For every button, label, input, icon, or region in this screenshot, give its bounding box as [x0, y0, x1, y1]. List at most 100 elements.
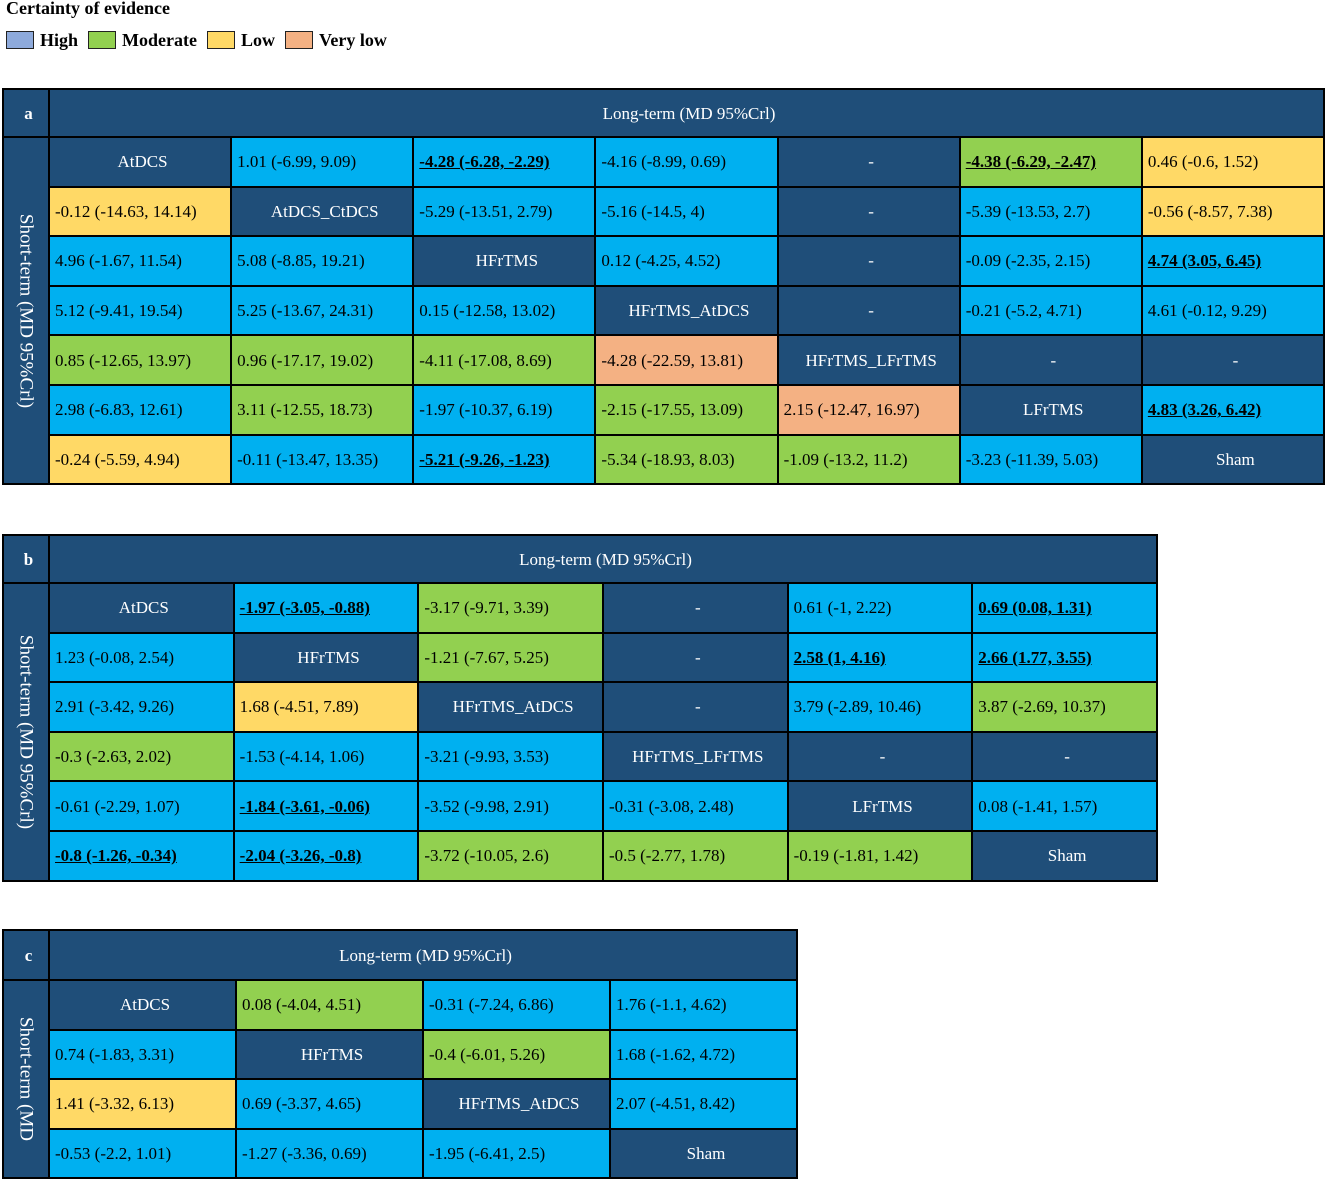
intervention-label: HFrTMS_AtDCS	[417, 681, 604, 733]
panel-a-side-label-cell: Short-term (MD 95%Crl)	[2, 135, 50, 486]
matrix-cell: -4.28 (-6.28, -2.29)	[412, 136, 597, 188]
empty-comparison-cell: -	[776, 185, 961, 238]
intervention-label: LFrTMS	[958, 383, 1143, 436]
matrix-cell: -3.17 (-9.71, 3.39)	[417, 582, 604, 634]
panel-b-row: 1.23 (-0.08, 2.54) HFrTMS -1.21 (-7.67, 5.…	[3, 631, 1158, 684]
panel-a-row: 2.98 (-6.83, 12.61) 3.11 (-12.55, 18.73) -…	[3, 383, 1325, 436]
intervention-label: HFrTMS	[232, 631, 420, 684]
matrix-cell: -1.21 (-7.67, 5.25)	[417, 631, 604, 684]
matrix-cell: 0.61 (-1, 2.22)	[786, 582, 974, 634]
empty-comparison-cell: -	[601, 631, 789, 684]
matrix-cell: 5.08 (-8.85, 19.21)	[230, 235, 415, 287]
intervention-label: Sham	[609, 1127, 798, 1180]
matrix-cell: -0.5 (-2.77, 1.78)	[601, 829, 789, 882]
matrix-cell: 1.41 (-3.32, 6.13)	[48, 1078, 237, 1130]
panel-c-header: Long-term (MD 95%Crl)	[48, 929, 798, 981]
matrix-cell: -1.09 (-13.2, 11.2)	[776, 433, 961, 486]
matrix-cell: 2.98 (-6.83, 12.61)	[47, 383, 233, 436]
panel-b-side-label: Short-term (MD 95%Crl)	[15, 634, 37, 829]
matrix-cell: 2.07 (-4.51, 8.42)	[609, 1078, 798, 1130]
legend-swatch-high	[6, 31, 34, 49]
panel-b-side-label-cell: Short-term (MD 95%Crl)	[2, 582, 50, 882]
empty-comparison-cell: -	[601, 582, 789, 634]
intervention-label: Sham	[1140, 433, 1325, 486]
matrix-cell: 0.96 (-17.17, 19.02)	[230, 334, 415, 386]
intervention-label: HFrTMS	[412, 235, 597, 287]
intervention-label: AtDCS	[48, 979, 237, 1031]
legend: High Moderate Low Very low	[6, 29, 397, 51]
matrix-cell: -4.38 (-6.29, -2.47)	[958, 136, 1143, 188]
panel-a-row: 4.96 (-1.67, 11.54) 5.08 (-8.85, 19.21) HF…	[3, 235, 1325, 287]
matrix-cell: -3.21 (-9.93, 3.53)	[417, 730, 604, 783]
matrix-cell: 4.61 (-0.12, 9.29)	[1140, 284, 1325, 337]
matrix-cell: 1.68 (-4.51, 7.89)	[232, 681, 420, 733]
matrix-cell: -1.27 (-3.36, 0.69)	[235, 1127, 424, 1180]
matrix-cell: 4.83 (3.26, 6.42)	[1140, 383, 1325, 436]
matrix-cell: -5.16 (-14.5, 4)	[594, 185, 779, 238]
intervention-label: HFrTMS_AtDCS	[594, 284, 779, 337]
intervention-label: HFrTMS_LFrTMS	[776, 334, 961, 386]
matrix-cell: -1.53 (-4.14, 1.06)	[232, 730, 420, 783]
matrix-cell: -0.19 (-1.81, 1.42)	[786, 829, 974, 882]
matrix-cell: 5.12 (-9.41, 19.54)	[47, 284, 233, 337]
matrix-cell: -5.21 (-9.26, -1.23)	[412, 433, 597, 486]
panel-a-row: -0.12 (-14.63, 14.14) AtDCS_CtDCS -5.29 (-…	[3, 185, 1325, 238]
legend-label-high: High	[40, 29, 79, 50]
legend-label-low: Low	[240, 29, 275, 50]
legend-swatch-very-low	[285, 31, 313, 49]
panel-c-table: c Long-term (MD 95%Crl) Short-term (MD At…	[2, 929, 798, 1180]
matrix-cell: 0.46 (-0.6, 1.52)	[1140, 136, 1325, 188]
matrix-cell: 2.91 (-3.42, 9.26)	[48, 681, 235, 733]
matrix-cell: 3.87 (-2.69, 10.37)	[971, 681, 1158, 733]
matrix-cell: 0.08 (-1.41, 1.57)	[971, 780, 1158, 832]
matrix-cell: 1.23 (-0.08, 2.54)	[48, 631, 235, 684]
legend-label-very-low: Very low	[319, 29, 387, 50]
panel-c-row: Short-term (MD AtDCS 0.08 (-4.04, 4.51) -0.…	[2, 978, 798, 1180]
intervention-label: HFrTMS_AtDCS	[422, 1078, 611, 1130]
panel-b-row: Short-term (MD 95%Crl) AtDCS -1.97 (-3.05,…	[2, 582, 1158, 882]
panel-b-letter: b	[2, 534, 50, 584]
legend-swatch-low	[206, 31, 235, 49]
matrix-cell: 2.15 (-12.47, 16.97)	[776, 383, 961, 436]
panel-a-row: 0.85 (-12.65, 13.97) 0.96 (-17.17, 19.02)…	[3, 334, 1325, 386]
matrix-cell: -0.31 (-3.08, 2.48)	[601, 780, 789, 832]
panel-a-row: -0.24 (-5.59, 4.94) -0.11 (-13.47, 13.35)…	[3, 433, 1325, 486]
matrix-cell: -1.97 (-10.37, 6.19)	[412, 383, 597, 436]
matrix-cell: 0.69 (-3.37, 4.65)	[235, 1078, 424, 1130]
empty-comparison-cell: -	[971, 730, 1158, 783]
empty-comparison-cell: -	[776, 284, 961, 337]
matrix-cell: -1.84 (-3.61, -0.06)	[232, 780, 420, 832]
empty-comparison-cell: -	[601, 681, 789, 733]
intervention-label: HFrTMS_LFrTMS	[601, 730, 789, 783]
legend-swatch-moderate	[88, 31, 117, 49]
matrix-cell: -2.15 (-17.55, 13.09)	[594, 383, 779, 436]
panel-c-side-label-cell: Short-term (MD	[2, 978, 50, 1180]
matrix-cell: 2.58 (1, 4.16)	[786, 631, 974, 684]
matrix-cell: -4.16 (-8.99, 0.69)	[594, 136, 779, 188]
legend-item-moderate: Moderate	[88, 30, 197, 51]
panel-a-row: Short-term (MD 95%Crl) AtDCS 1.01 (-6.99, …	[2, 135, 1325, 486]
matrix-cell: -0.3 (-2.63, 2.02)	[48, 730, 235, 783]
matrix-cell: -1.95 (-6.41, 2.5)	[422, 1127, 611, 1180]
panel-b-header-row: b Long-term (MD 95%Crl)	[2, 534, 1158, 584]
matrix-cell: -5.29 (-13.51, 2.79)	[412, 185, 597, 238]
matrix-cell: -0.53 (-2.2, 1.01)	[48, 1127, 237, 1180]
panel-a-letter: a	[2, 88, 50, 138]
matrix-cell: -0.61 (-2.29, 1.07)	[48, 780, 235, 832]
matrix-cell: -0.56 (-8.57, 7.38)	[1140, 185, 1325, 238]
matrix-cell: -0.8 (-1.26, -0.34)	[48, 829, 235, 882]
panel-b-row: 2.91 (-3.42, 9.26) 1.68 (-4.51, 7.89) HFrT…	[3, 681, 1158, 733]
panel-b-header: Long-term (MD 95%Crl)	[48, 534, 1158, 584]
matrix-cell: -3.72 (-10.05, 2.6)	[417, 829, 604, 882]
matrix-cell: 0.74 (-1.83, 3.31)	[48, 1028, 237, 1081]
matrix-cell: 1.01 (-6.99, 9.09)	[230, 136, 415, 188]
panel-a-table: a Long-term (MD 95%Crl) Short-term (MD 9…	[2, 88, 1325, 486]
panel-b-row: -0.3 (-2.63, 2.02) -1.53 (-4.14, 1.06) -3.…	[3, 730, 1158, 783]
intervention-label: HFrTMS	[235, 1028, 424, 1081]
panel-c-row: 1.41 (-3.32, 6.13) 0.69 (-3.37, 4.65) HFrT…	[3, 1078, 798, 1130]
matrix-cell: 5.25 (-13.67, 24.31)	[230, 284, 415, 337]
matrix-cell: -5.34 (-18.93, 8.03)	[594, 433, 779, 486]
empty-comparison-cell: -	[776, 235, 961, 287]
panel-c-row: -0.53 (-2.2, 1.01) -1.27 (-3.36, 0.69) -1.…	[3, 1127, 798, 1180]
matrix-cell: 0.12 (-4.25, 4.52)	[594, 235, 779, 287]
